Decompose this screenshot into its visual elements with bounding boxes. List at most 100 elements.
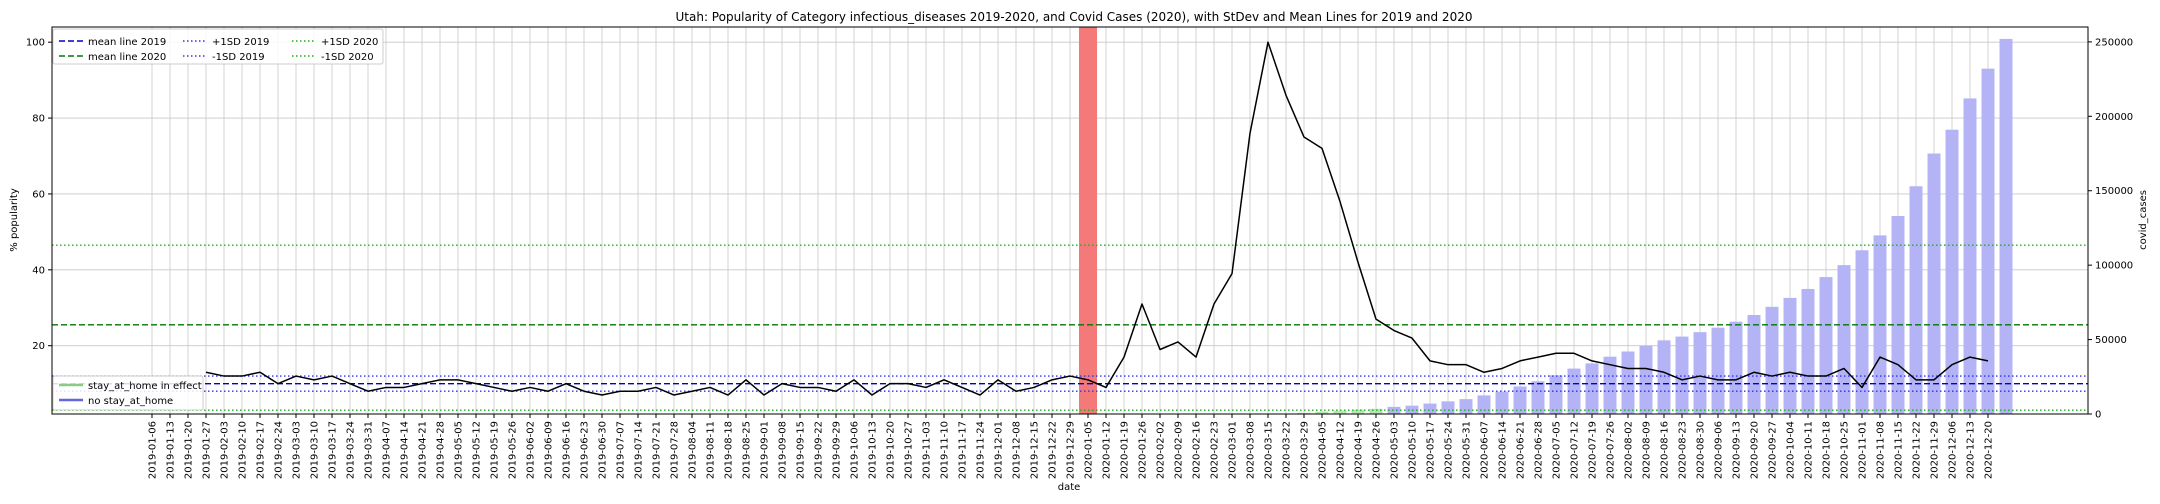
x-tick-label: 2019-03-03 (292, 421, 303, 479)
x-tick-label: 2019-12-15 (1030, 421, 1041, 479)
x-tick-label: 2019-07-21 (652, 421, 663, 479)
x-tick-label: 2019-08-25 (742, 421, 753, 479)
legend-no-stay-at-home-label: no stay_at_home (88, 396, 173, 407)
covid-cases-bar (1837, 265, 1851, 414)
covid-cases-bar (1369, 408, 1383, 414)
x-tick-label: 2019-05-19 (490, 421, 501, 479)
x-tick-label: 2020-07-19 (1588, 421, 1599, 479)
x-axis: 2019-01-06 2019-01-13 2019-01-20 2019-01-27… (148, 414, 1995, 479)
legend-stay-at-home-label: stay_at_home in effect (88, 381, 202, 392)
x-tick-label: 2019-04-28 (436, 421, 447, 479)
x-tick-label: 2020-10-04 (1786, 421, 1797, 479)
y-tick-label: 40 (32, 265, 45, 276)
covid-cases-bar (1639, 345, 1653, 414)
x-tick-label: 2020-10-11 (1804, 421, 1815, 479)
covid-cases-bar (1729, 321, 1743, 414)
x-tick-label: 2020-09-06 (1714, 421, 1725, 479)
x-axis-label: date (1058, 482, 1081, 493)
y-tick-label: 20 (32, 341, 45, 352)
y2-tick-label: 250000 (2095, 37, 2133, 48)
x-tick-label: 2020-07-26 (1606, 421, 1617, 479)
x-tick-label: 2019-01-06 (148, 421, 159, 479)
x-tick-label: 2019-05-05 (454, 421, 465, 479)
x-tick-label: 2019-01-27 (202, 421, 213, 479)
x-tick-label: 2020-11-15 (1894, 421, 1905, 479)
x-tick-label: 2020-06-28 (1534, 421, 1545, 479)
covid-cases-bar (1981, 68, 1995, 414)
grid-lines (52, 27, 2088, 414)
covid-cases-bar (1621, 351, 1635, 414)
x-tick-label: 2019-09-29 (832, 421, 843, 479)
x-tick-label: 2020-09-27 (1768, 421, 1779, 479)
x-tick-label: 2019-12-29 (1066, 421, 1077, 479)
covid-cases-bar (1801, 288, 1815, 414)
x-tick-label: 2020-03-08 (1246, 421, 1257, 479)
x-tick-label: 2020-11-08 (1876, 421, 1887, 479)
x-tick-label: 2020-11-29 (1930, 421, 1941, 479)
covid-cases-bar (1333, 410, 1347, 414)
x-tick-label: 2020-04-12 (1336, 421, 1347, 479)
x-tick-label: 2019-08-11 (706, 421, 717, 479)
covid-cases-bar (1549, 375, 1563, 414)
x-tick-label: 2020-05-24 (1444, 421, 1455, 479)
legend-sd-minus-2020-label: -1SD 2020 (321, 52, 374, 63)
x-tick-label: 2019-06-09 (544, 421, 555, 479)
legend-sd-plus-2020-label: +1SD 2020 (321, 37, 378, 48)
x-tick-label: 2019-07-14 (634, 421, 645, 479)
legend-sd-plus-2019-label: +1SD 2019 (212, 37, 269, 48)
covid-cases-bar (1585, 363, 1599, 414)
y2-tick-label: 150000 (2095, 186, 2133, 197)
legend-bottom-box (52, 375, 204, 411)
x-tick-label: 2019-09-01 (760, 421, 771, 479)
covid-cases-bar (1495, 391, 1509, 414)
x-tick-label: 2020-12-20 (1984, 421, 1995, 479)
covid-cases-bar (1441, 401, 1455, 414)
x-tick-label: 2019-09-08 (778, 421, 789, 479)
x-tick-label: 2020-03-15 (1264, 421, 1275, 479)
covid-cases-bar (1945, 129, 1959, 414)
x-tick-label: 2019-06-16 (562, 421, 573, 479)
covid-cases-bar (1567, 368, 1581, 414)
x-tick-label: 2019-08-04 (688, 421, 699, 479)
covid-cases-bar (1423, 403, 1437, 414)
x-tick-label: 2020-04-26 (1372, 421, 1383, 479)
x-tick-label: 2019-11-10 (940, 421, 951, 479)
x-tick-label: 2019-12-22 (1048, 421, 1059, 479)
y2-tick-label: 50000 (2095, 335, 2127, 346)
covid-cases-bar (1909, 186, 1923, 414)
x-tick-label: 2020-04-05 (1318, 421, 1329, 479)
x-tick-label: 2020-10-18 (1822, 421, 1833, 479)
x-tick-label: 2020-06-07 (1480, 421, 1491, 479)
legend-top: mean line 2019 mean line 2020 +1SD 2019 … (52, 28, 384, 65)
x-tick-label: 2019-09-15 (796, 421, 807, 479)
x-tick-label: 2019-06-23 (580, 421, 591, 479)
covid-cases-bar (1963, 98, 1977, 414)
x-tick-label: 2019-02-24 (274, 421, 285, 479)
covid-cases-bar (1387, 406, 1401, 414)
x-tick-label: 2020-02-02 (1156, 421, 1167, 479)
x-tick-label: 2019-03-17 (328, 421, 339, 479)
covid-cases-bar (1891, 216, 1905, 414)
covid-cases-bar (1459, 399, 1473, 414)
y2-tick-label: 200000 (2095, 112, 2133, 123)
legend-mean-2020-label: mean line 2020 (88, 52, 166, 63)
highlight-band (1079, 27, 1097, 414)
x-tick-label: 2019-04-21 (418, 421, 429, 479)
y2-tick-label: 100000 (2095, 261, 2133, 272)
x-tick-label: 2020-07-12 (1570, 421, 1581, 479)
x-tick-label: 2020-11-01 (1858, 421, 1869, 479)
x-tick-label: 2020-05-03 (1390, 421, 1401, 479)
covid-cases-bar (1657, 340, 1671, 414)
covid-cases-bar (1855, 250, 1869, 414)
covid-cases-bar (1297, 412, 1311, 414)
covid-cases-bar (1315, 411, 1329, 414)
x-tick-label: 2020-01-12 (1102, 421, 1113, 479)
popularity-series (205, 41, 1989, 396)
popularity-line (205, 41, 1989, 396)
y-axis-label: % popularity (9, 188, 20, 252)
covid-cases-bar (1513, 386, 1527, 414)
covid-cases-bar (1603, 356, 1617, 414)
covid-cases-bar (1675, 336, 1689, 414)
x-tick-label: 2020-03-22 (1282, 421, 1293, 479)
